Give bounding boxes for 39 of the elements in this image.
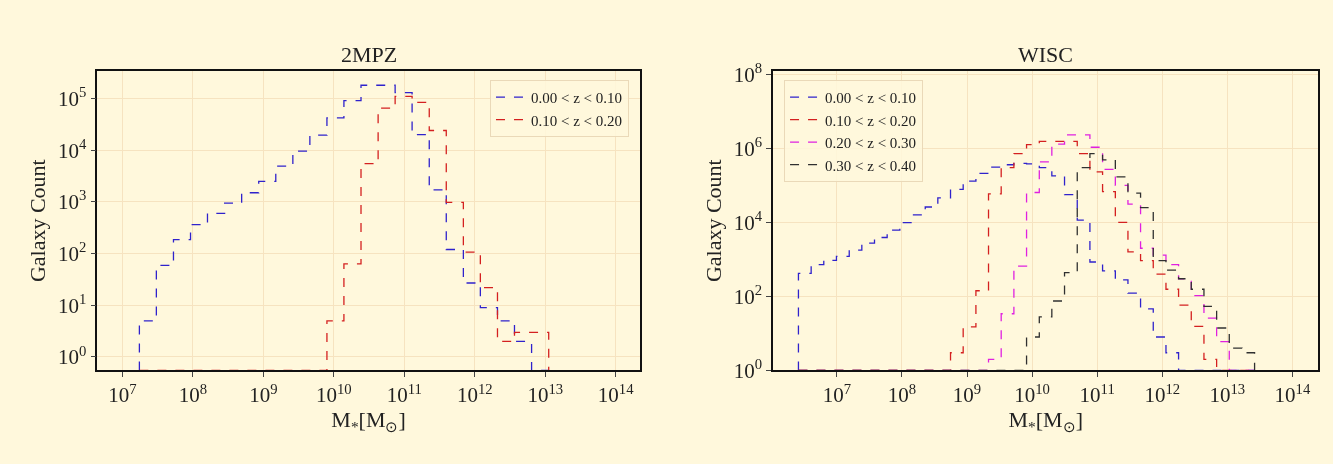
y-tick-label: 10$^{6}$ bbox=[733, 133, 763, 161]
legend-label: 0.10 < z < 0.20 bbox=[530, 112, 623, 129]
x-tick-label: 10$^{14}$ bbox=[597, 380, 635, 408]
x-tick-label: 10$^{12}$ bbox=[1144, 380, 1181, 408]
x-tick-label: 10$^{8}$ bbox=[178, 380, 208, 408]
x-tick-label: 10$^{10}$ bbox=[316, 380, 352, 408]
y-tick-label: 10$^{1}$ bbox=[58, 290, 87, 318]
x-tick-label: 10$^{8}$ bbox=[887, 380, 917, 408]
y-tick-label: 10$^{0}$ bbox=[58, 342, 87, 370]
x-tick-label: 10$^{12}$ bbox=[456, 380, 493, 408]
x-tick-label: 10$^{9}$ bbox=[249, 380, 278, 408]
y-tick-label: 10$^{5}$ bbox=[58, 83, 87, 111]
legend-label: 0.00 < z < 0.10 bbox=[530, 90, 623, 107]
x-tick-label: 10$^{13}$ bbox=[527, 380, 564, 408]
x-tick-label: 10$^{13}$ bbox=[1209, 380, 1246, 408]
legend-label: 0.30 < z < 0.40 bbox=[825, 157, 917, 174]
x-tick-label: 10$^{9}$ bbox=[952, 380, 982, 408]
x-axis-title: M$_{*}$[M$_{⊙}$] bbox=[1008, 407, 1083, 435]
x-tick-label: 10$^{14}$ bbox=[1274, 380, 1311, 408]
y-tick-label: 10$^{0}$ bbox=[733, 355, 763, 383]
x-axis-title: M$_{*}$[M$_{⊙}$] bbox=[331, 407, 406, 435]
x-tick-label: 10$^{10}$ bbox=[1014, 380, 1050, 408]
y-tick-label: 10$^{4}$ bbox=[733, 207, 763, 235]
x-tick-label: 10$^{7}$ bbox=[108, 380, 137, 408]
y-axis-title: Galaxy Count bbox=[701, 159, 727, 283]
chart-title: 2MPZ bbox=[341, 42, 398, 67]
y-tick-label: 10$^{2}$ bbox=[58, 239, 87, 266]
y-tick-label: 10$^{4}$ bbox=[58, 135, 88, 163]
x-tick-label: 10$^{11}$ bbox=[386, 380, 422, 408]
legend-label: 0.20 < z < 0.30 bbox=[825, 135, 917, 152]
x-tick-label: 10$^{7}$ bbox=[822, 380, 852, 408]
x-tick-label: 10$^{11}$ bbox=[1079, 380, 1115, 408]
y-tick-label: 10$^{8}$ bbox=[733, 59, 763, 87]
legend-label: 0.10 < z < 0.20 bbox=[825, 112, 917, 129]
legend-label: 0.00 < z < 0.10 bbox=[825, 90, 917, 107]
y-tick-label: 10$^{2}$ bbox=[733, 281, 763, 309]
y-tick-label: 10$^{3}$ bbox=[58, 187, 87, 215]
y-axis-title: Galaxy Count bbox=[25, 159, 51, 283]
chart-title: WISC bbox=[1018, 42, 1073, 67]
